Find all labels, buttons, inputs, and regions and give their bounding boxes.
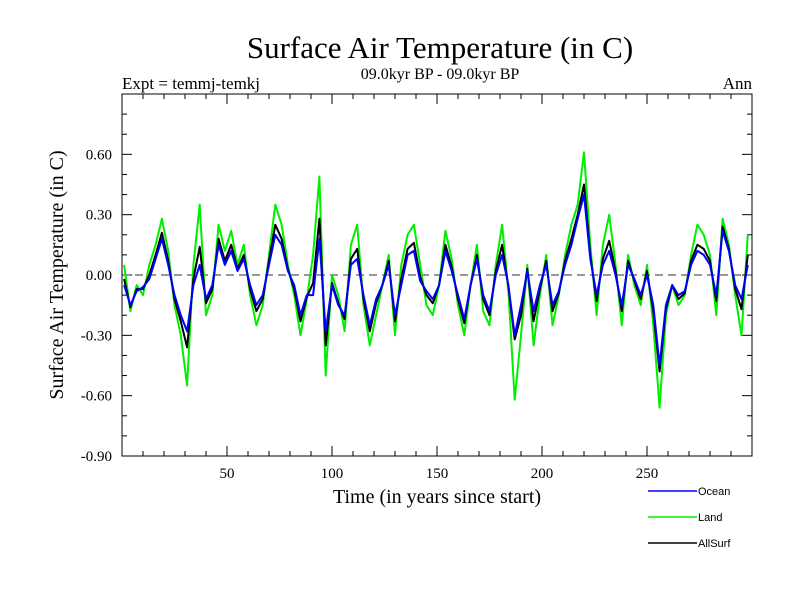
series-line-ocean [123,193,749,367]
plot-frame [121,93,753,457]
y-tick-label: -0.90 [81,449,112,465]
x-tick-label: 50 [220,466,235,482]
x-tick-label: 200 [531,466,554,482]
x-axis-label: Time (in years since start) [333,486,541,508]
y-tick-label: 0.30 [86,208,112,224]
legend-label-allsurf: AllSurf [698,538,731,550]
legend: Ocean Land AllSurf [648,486,731,550]
season-label: Ann [723,74,753,93]
legend-label-land: Land [698,512,722,524]
y-tick-label: -0.30 [81,328,112,344]
y-tick-label: 0.00 [86,268,112,284]
y-tick-label: -0.60 [81,389,112,405]
chart-subtitle: 09.0kyr BP - 09.0kyr BP [361,66,520,83]
series-line-land [123,151,749,409]
y-axis-label: Surface Air Temperature (in C) [46,150,68,399]
x-tick-label: 100 [321,466,344,482]
legend-label-ocean: Ocean [698,486,730,498]
chart-title: Surface Air Temperature (in C) [247,30,633,65]
x-tick-label: 250 [636,466,659,482]
y-tick-label: 0.60 [86,147,112,163]
series-group [123,151,749,409]
experiment-label: Expt = temmj-temkj [122,74,260,93]
axis-ticks: 50 100 150 200 250 0.60 0.30 0.00 -0.30 -0.60 -0.9… [81,94,752,482]
x-tick-label: 150 [426,466,449,482]
